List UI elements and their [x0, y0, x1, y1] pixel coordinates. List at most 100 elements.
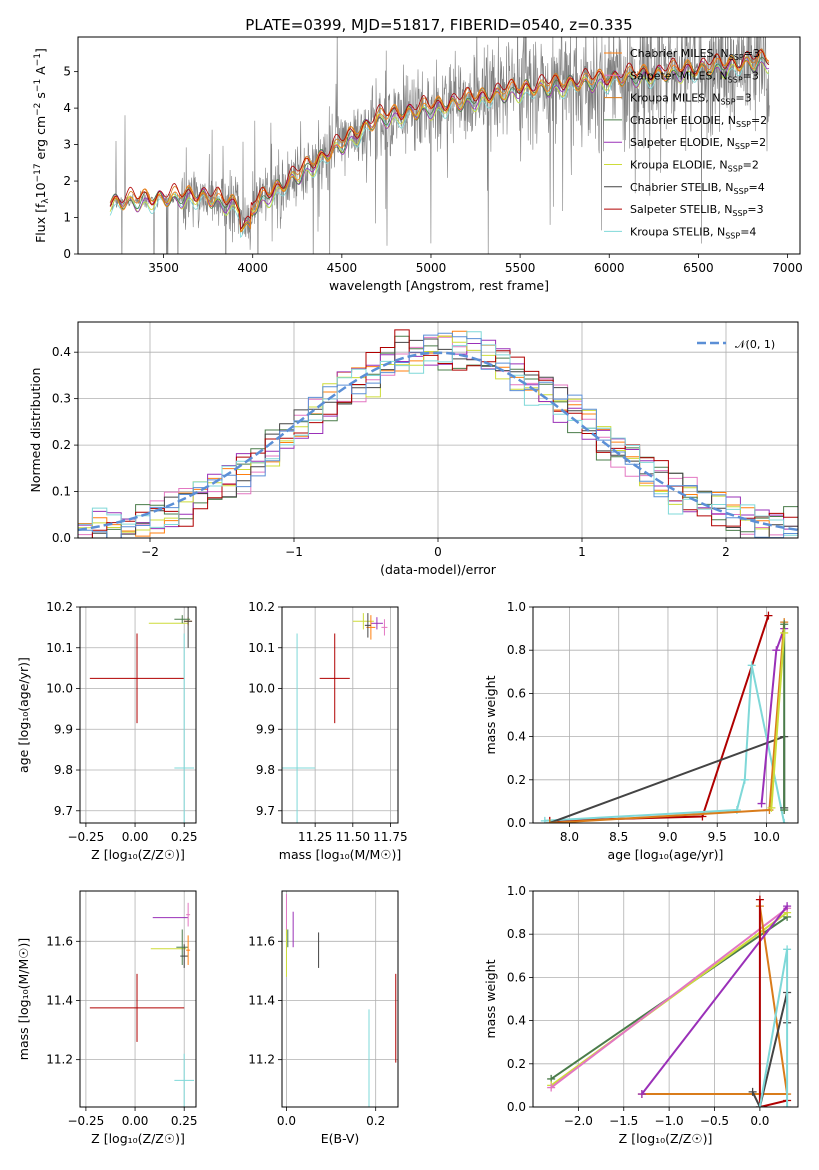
mass-weight-marker	[757, 799, 766, 808]
y-tick-label: 0.0	[52, 531, 71, 545]
mass-weight-marker	[747, 661, 756, 670]
residuals-plot-area	[78, 322, 798, 538]
x-tick-label: 0.25	[171, 830, 198, 844]
x-tick-label: −1.0	[655, 1114, 684, 1128]
y-tick-label: 11.6	[46, 934, 73, 948]
mass-weight-line	[549, 615, 770, 822]
mass-vs-ebv-plot-area	[282, 891, 398, 1107]
y-tick-label: 11.2	[46, 1053, 73, 1067]
legend-entry: Salpeter STELIB, NSSP=3	[630, 203, 764, 218]
y-tick-label: 0.8	[507, 643, 526, 657]
error-bar-point	[370, 617, 383, 630]
weight-vs-age-panel: 8.0 8.5 9.0 9.5 10.0 0.0 0.2 0.4 0.6 0.8 1.0 age [l…	[483, 600, 799, 862]
normal-distribution-curve	[78, 351, 798, 532]
legend-entry: Chabrier MILES, NSSP=3	[630, 47, 760, 62]
x-tick-label: 0.00	[122, 1114, 149, 1128]
weight-vs-Z-plot-area	[533, 891, 798, 1107]
y-tick-label: 0.1	[52, 485, 71, 499]
legend-entry: Chabrier STELIB, NSSP=4	[630, 181, 765, 196]
model-fit-line	[109, 57, 770, 229]
x-tick-label: 9.0	[658, 830, 677, 844]
error-bar-point	[89, 633, 185, 724]
y-axis-label-part: −2	[33, 103, 43, 116]
mass-weight-marker	[780, 806, 789, 815]
y-tick-label: 11.6	[248, 934, 275, 948]
mass-weight-marker	[780, 628, 789, 637]
y-tick-label: 0.8	[507, 927, 526, 941]
axes-frame	[77, 36, 801, 255]
y-tick-label: 3	[63, 138, 71, 152]
y-axis-label-part: −1	[33, 53, 43, 66]
y-axis-label-part: −17	[33, 163, 43, 182]
spectrum-panel: 3500 4000 4500 5000 5500 6000 6500 7000 0 1 2 3 4 5 wa…	[33, 36, 803, 293]
y-tick-label: 2	[63, 174, 71, 188]
weight-vs-age-plot-area	[533, 607, 798, 823]
x-axis-label: E(B-V)	[321, 1131, 360, 1146]
error-bar-point	[381, 619, 388, 636]
y-axis-label: age [log₁₀(age/yr)]	[16, 657, 31, 773]
mass-weight-marker	[783, 902, 792, 911]
y-tick-label: 0.4	[507, 1014, 526, 1028]
x-tick-label: −0.5	[700, 1114, 729, 1128]
y-axis-label: mass weight	[483, 959, 498, 1038]
x-tick-label: 0.0	[750, 1114, 769, 1128]
y-tick-label: 1.0	[507, 884, 526, 898]
legend-entry: Kroupa STELIB, NSSP=4	[630, 225, 756, 240]
x-axis-label: mass [log₁₀(M/M☉)]	[279, 847, 401, 862]
error-bar-point	[186, 902, 191, 927]
x-tick-label: 5000	[416, 261, 447, 275]
x-axis-label: Z [log₁₀(Z/Z☉)]	[91, 847, 185, 862]
y-axis-label-part: −1	[33, 79, 43, 92]
y-tick-label: 9.8	[54, 763, 73, 777]
y-tick-label: 10.1	[248, 641, 275, 655]
mass-vs-Z-plot-area	[80, 891, 196, 1107]
y-axis-label-part: erg cm	[33, 116, 48, 164]
y-tick-label: 4	[63, 101, 71, 115]
mass-weight-marker	[772, 646, 781, 655]
error-bar-point	[176, 929, 189, 965]
age-vs-Z-plot-area	[80, 607, 196, 823]
weight-vs-Z-panel: −2.0 −1.5 −1.0 −0.5 0.0 0.0 0.2 0.4 0.6 0.8 1.0 Z […	[483, 884, 799, 1146]
axes-frame	[532, 606, 799, 824]
model-fit-line	[109, 54, 770, 229]
y-axis-label: Normed distribution	[28, 368, 43, 493]
residual-histogram	[78, 332, 798, 538]
mass-weight-marker	[540, 816, 549, 823]
error-bar-point	[174, 1053, 195, 1107]
spectrum-legend: Chabrier MILES, NSSP=3 Salpeter MILES, NS…	[604, 47, 767, 240]
mass-weight-marker	[545, 819, 554, 823]
y-axis-label-part: λ	[41, 198, 51, 204]
y-axis-label: Flux [fλ10−17 erg cm−2 s−1 A−1]	[33, 48, 51, 243]
x-axis-label: wavelength [Angstrom, rest frame]	[329, 278, 549, 293]
y-axis-label-part: 10	[33, 182, 48, 198]
legend-entry: Salpeter MILES, NSSP=3	[630, 69, 759, 84]
x-tick-label: 0.0	[277, 1114, 296, 1128]
x-tick-label: 10.0	[753, 830, 780, 844]
y-tick-label: 9.8	[256, 763, 275, 777]
plots-layer: 3500 4000 4500 5000 5500 6000 6500 7000 0 1 2 3 4 5 wa…	[16, 36, 803, 1146]
y-tick-label: 11.2	[248, 1053, 275, 1067]
axes-frame	[79, 606, 197, 824]
y-axis-label: mass weight	[483, 675, 498, 754]
x-tick-label: −0.25	[68, 1114, 105, 1128]
x-tick-label: 8.0	[560, 830, 579, 844]
x-tick-label: 6500	[683, 261, 714, 275]
y-axis-label-part: A	[33, 66, 48, 79]
mass-weight-marker	[755, 1103, 764, 1107]
mass-weight-marker	[637, 1090, 646, 1099]
error-bar-point	[186, 935, 191, 965]
mass-weight-line	[758, 949, 789, 1107]
error-bar-point	[282, 633, 316, 823]
mass-vs-Z-panel: −0.25 0.00 0.25 11.2 11.4 11.6 Z [log₁₀(Z/Z☉)]…	[16, 890, 198, 1146]
y-tick-label: 9.7	[54, 804, 73, 818]
y-tick-label: 9.9	[256, 722, 275, 736]
x-tick-label: 6000	[594, 261, 625, 275]
x-tick-label: 0.25	[171, 1114, 198, 1128]
y-tick-label: 0.0	[507, 1100, 526, 1114]
figure-title: PLATE=0399, MJD=51817, FIBERID=0540, z=0…	[245, 16, 632, 34]
age-vs-mass-panel: 11.25 11.50 11.75 9.7 9.8 9.9 10.0 10.1 10.2 mass…	[248, 600, 407, 862]
mass-weight-line	[758, 899, 788, 1107]
x-tick-label: 11.50	[336, 830, 370, 844]
mass-weight-marker	[755, 895, 764, 904]
x-tick-label: 8.5	[609, 830, 628, 844]
